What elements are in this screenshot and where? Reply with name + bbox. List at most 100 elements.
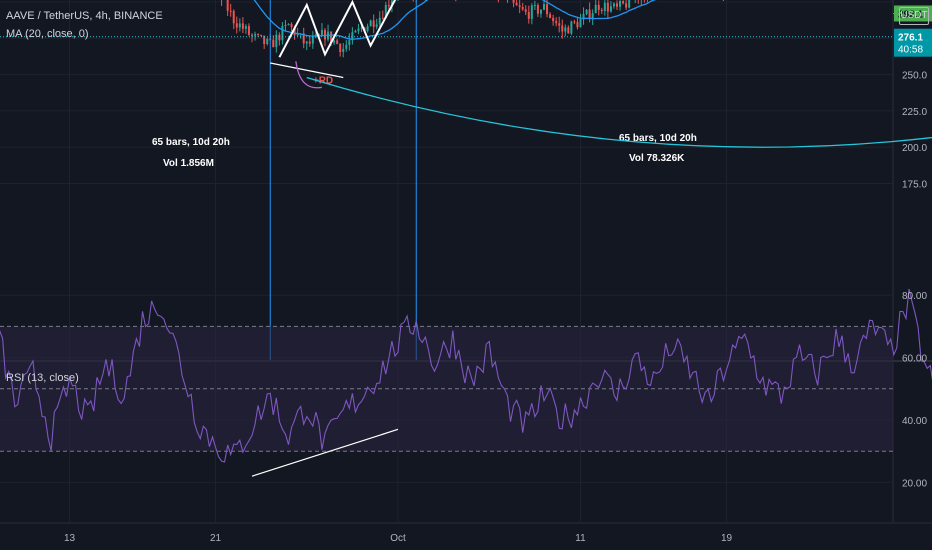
candle-body [366, 26, 369, 32]
candle [266, 37, 269, 46]
candle-body [552, 17, 555, 22]
candle-body [275, 34, 278, 48]
candle-body [588, 9, 591, 19]
candle [324, 28, 326, 47]
time-tick-label: 11 [575, 533, 586, 544]
candle-body [229, 10, 232, 12]
candle-body [564, 27, 567, 32]
price-divergence-line[interactable] [270, 62, 344, 79]
candle [585, 9, 588, 16]
candle [600, 7, 603, 14]
candle [232, 9, 235, 30]
candle [278, 32, 281, 46]
price-tick-label: 200.0 [902, 143, 927, 154]
candle-body [238, 23, 241, 28]
candle [372, 14, 375, 34]
candle-body [226, 0, 229, 11]
candle-body [521, 7, 524, 10]
candle-body [357, 28, 360, 31]
time-tick-label: Oct [390, 533, 406, 544]
candle [412, 0, 414, 2]
candle-body [573, 21, 576, 23]
candle [521, 2, 524, 11]
candle-body [302, 33, 305, 44]
currency-button[interactable]: USDT [899, 7, 929, 25]
ma-indicator-label: MA (20, close, 0) [6, 28, 89, 40]
measure-tool[interactable] [269, 0, 417, 360]
candle-body [260, 34, 263, 36]
rd-curve [295, 61, 322, 89]
candle-body [539, 9, 542, 14]
level-badge [894, 5, 932, 22]
candle-body [263, 35, 266, 44]
candle-body [625, 3, 628, 8]
candle-body [594, 4, 597, 14]
rsi-divergence-line[interactable] [251, 428, 399, 477]
last-price-badge [894, 28, 932, 57]
candle-body [345, 44, 348, 49]
candle-body [351, 32, 354, 41]
candle-body [320, 30, 323, 35]
candle [515, 0, 518, 6]
candle [229, 3, 232, 17]
candle-body [330, 31, 333, 43]
price-tick-label: 175.0 [902, 180, 927, 191]
zigzag-projection[interactable] [278, 0, 407, 58]
candle [609, 1, 612, 13]
candle [619, 0, 622, 11]
candle-body [390, 0, 393, 7]
candle-body [515, 2, 518, 6]
candle-body [561, 25, 564, 32]
candle-body [324, 30, 326, 40]
time-tick-label: 19 [721, 533, 733, 544]
candle-body [266, 38, 269, 44]
candle [518, 0, 521, 14]
candle [582, 7, 585, 25]
candle [339, 43, 342, 57]
candle-body [241, 23, 244, 29]
candle-body [524, 9, 527, 12]
candle-body [527, 11, 530, 19]
candle-body [597, 4, 600, 10]
candle [345, 39, 348, 52]
candle [512, 0, 515, 8]
candle-body [293, 27, 296, 36]
candle [579, 13, 582, 28]
candle-body [384, 4, 387, 19]
candle [507, 0, 508, 3]
symbol-title: AAVE / TetherUS, 4h, BINANCE [6, 10, 163, 22]
candle [244, 24, 247, 34]
time-tick-label: 21 [210, 533, 222, 544]
candle-body [619, 0, 622, 7]
candle [643, 0, 645, 3]
candle [308, 35, 311, 47]
candle [539, 9, 542, 18]
candle-body [311, 36, 314, 44]
candle-body [290, 23, 293, 28]
candle-body [247, 26, 250, 35]
rsi-line [0, 288, 932, 463]
rd-label: +RD [313, 75, 333, 86]
candle [634, 0, 636, 4]
candle-body [533, 4, 536, 6]
candle [564, 24, 567, 37]
measure-volume-label: Vol 1.856M [163, 158, 214, 169]
candle [287, 23, 290, 26]
candle [455, 0, 457, 2]
candle [333, 39, 336, 46]
candle [235, 16, 238, 34]
candle [576, 16, 579, 30]
candle [552, 14, 555, 26]
cycle-arc-arrow[interactable] [306, 66, 932, 148]
candle-body [360, 27, 363, 29]
candle [397, 0, 399, 2]
candle-body [339, 43, 342, 52]
candle [558, 16, 561, 33]
candle [226, 0, 229, 16]
candle [354, 29, 357, 33]
moving-average-line [253, 0, 657, 40]
candle-body [296, 33, 299, 36]
candle [241, 17, 244, 33]
candle [369, 19, 372, 27]
